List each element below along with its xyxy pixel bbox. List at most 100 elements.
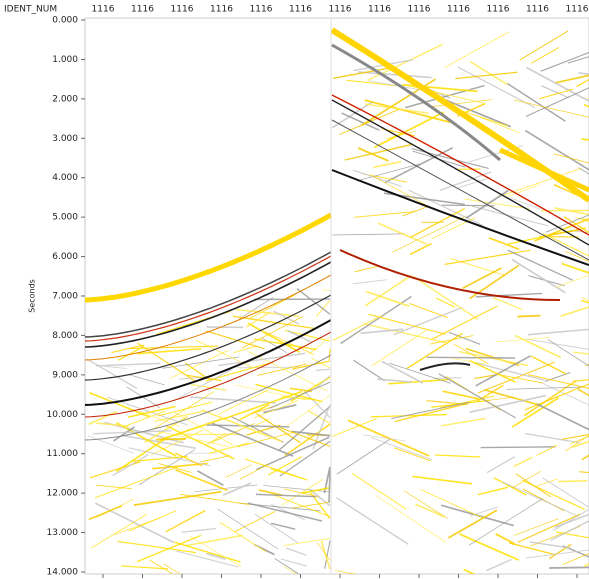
- trace-fill: [556, 531, 589, 539]
- y-tick-label: 7.000: [52, 292, 78, 302]
- trace-fill: [189, 535, 242, 567]
- trace-fill: [332, 66, 393, 79]
- y-tick-label: 4.000: [52, 173, 78, 183]
- y-tick-label: 14.000: [47, 568, 79, 578]
- trace-fill: [206, 432, 227, 445]
- trace-fill: [175, 469, 228, 492]
- trace-fill: [136, 347, 202, 355]
- trace-fill: [506, 184, 541, 198]
- reflector: [85, 274, 332, 361]
- trace-fill: [292, 360, 331, 370]
- trace-fill: [222, 482, 252, 496]
- trace-fill: [391, 401, 470, 420]
- trace-fill: [548, 543, 572, 560]
- trace-fill: [371, 437, 433, 461]
- trace-fill: [114, 517, 159, 535]
- trace-fill: [117, 540, 197, 554]
- trace-fill: [239, 296, 274, 320]
- trace-fill: [493, 477, 527, 496]
- trace-fill: [328, 470, 331, 503]
- trace-fill: [174, 452, 203, 467]
- trace-fill: [233, 345, 258, 354]
- trace-fill: [544, 372, 571, 382]
- trace-fill: [247, 322, 301, 353]
- trace-fill: [392, 215, 467, 253]
- trace-fill: [283, 538, 331, 546]
- trace-fill: [465, 347, 520, 367]
- trace-fill: [388, 378, 448, 385]
- trace-fill: [197, 470, 224, 486]
- trace-fill: [440, 417, 486, 427]
- reflector: [85, 261, 332, 348]
- trace-fill: [410, 207, 465, 239]
- trace-fill: [241, 316, 304, 349]
- trace-fill: [112, 453, 149, 477]
- trace-fill: [296, 287, 331, 315]
- trace-fill: [92, 429, 172, 435]
- trace-fill: [519, 30, 569, 61]
- trace-fill: [576, 78, 589, 88]
- reflector: [331, 99, 589, 246]
- x-header-value: 1116: [487, 5, 510, 15]
- trace-fill: [384, 147, 454, 184]
- trace-fill: [116, 436, 169, 473]
- trace-fill: [364, 99, 451, 124]
- trace-fill: [368, 313, 446, 335]
- trace-fill: [513, 99, 589, 118]
- trace-fill: [267, 456, 303, 476]
- trace-fill: [121, 565, 169, 570]
- trace-fill: [301, 487, 331, 494]
- trace-fill: [513, 518, 559, 536]
- trace-fill: [181, 527, 216, 533]
- trace-fill: [238, 404, 270, 421]
- trace-fill: [352, 279, 387, 285]
- trace-fill: [463, 568, 476, 574]
- seismic-image: [85, 27, 589, 574]
- trace-fill: [245, 311, 271, 328]
- trace-fill: [287, 395, 331, 426]
- trace-fill: [233, 315, 315, 330]
- trace-fill: [155, 430, 229, 447]
- trace-fill: [328, 348, 331, 360]
- trace-fill: [88, 505, 123, 521]
- trace-fill: [370, 413, 448, 418]
- trace-fill: [364, 103, 429, 114]
- trace-fill: [375, 495, 447, 543]
- trace-fill: [316, 542, 331, 561]
- trace-fill: [352, 169, 402, 187]
- y-tick-label: 2.000: [52, 94, 78, 104]
- trace-fill: [539, 88, 574, 100]
- trace-fill: [377, 222, 427, 245]
- trace-fill: [549, 520, 589, 542]
- reflector: [498, 147, 589, 193]
- trace-fill: [536, 478, 559, 487]
- trace-fill: [444, 249, 531, 265]
- reflector: [85, 319, 332, 406]
- reflector: [331, 119, 589, 261]
- trace-fill: [320, 540, 331, 570]
- trace-fill: [554, 207, 589, 216]
- trace-fill: [560, 306, 589, 317]
- reflector: [85, 255, 332, 342]
- trace-fill: [274, 557, 300, 574]
- trace-fill: [477, 486, 509, 496]
- trace-fill: [283, 566, 298, 574]
- trace-fill: [370, 174, 430, 208]
- trace-fill: [151, 391, 214, 431]
- y-tick-label: 5.000: [52, 213, 78, 223]
- trace-fill: [523, 379, 577, 417]
- trace-fill: [562, 553, 589, 566]
- trace-fill: [441, 97, 512, 128]
- y-tick-label: 13.000: [47, 528, 79, 538]
- trace-fill: [336, 439, 390, 475]
- trace-fill: [105, 366, 128, 369]
- trace-fill: [549, 566, 589, 569]
- trace-fill: [381, 360, 424, 384]
- reflector: [339, 249, 561, 301]
- trace-fill: [530, 355, 566, 375]
- trace-fill: [211, 422, 294, 457]
- trace-fill: [472, 361, 546, 381]
- trace-fill: [111, 344, 145, 354]
- trace-fill: [555, 74, 589, 84]
- trace-fill: [394, 447, 431, 462]
